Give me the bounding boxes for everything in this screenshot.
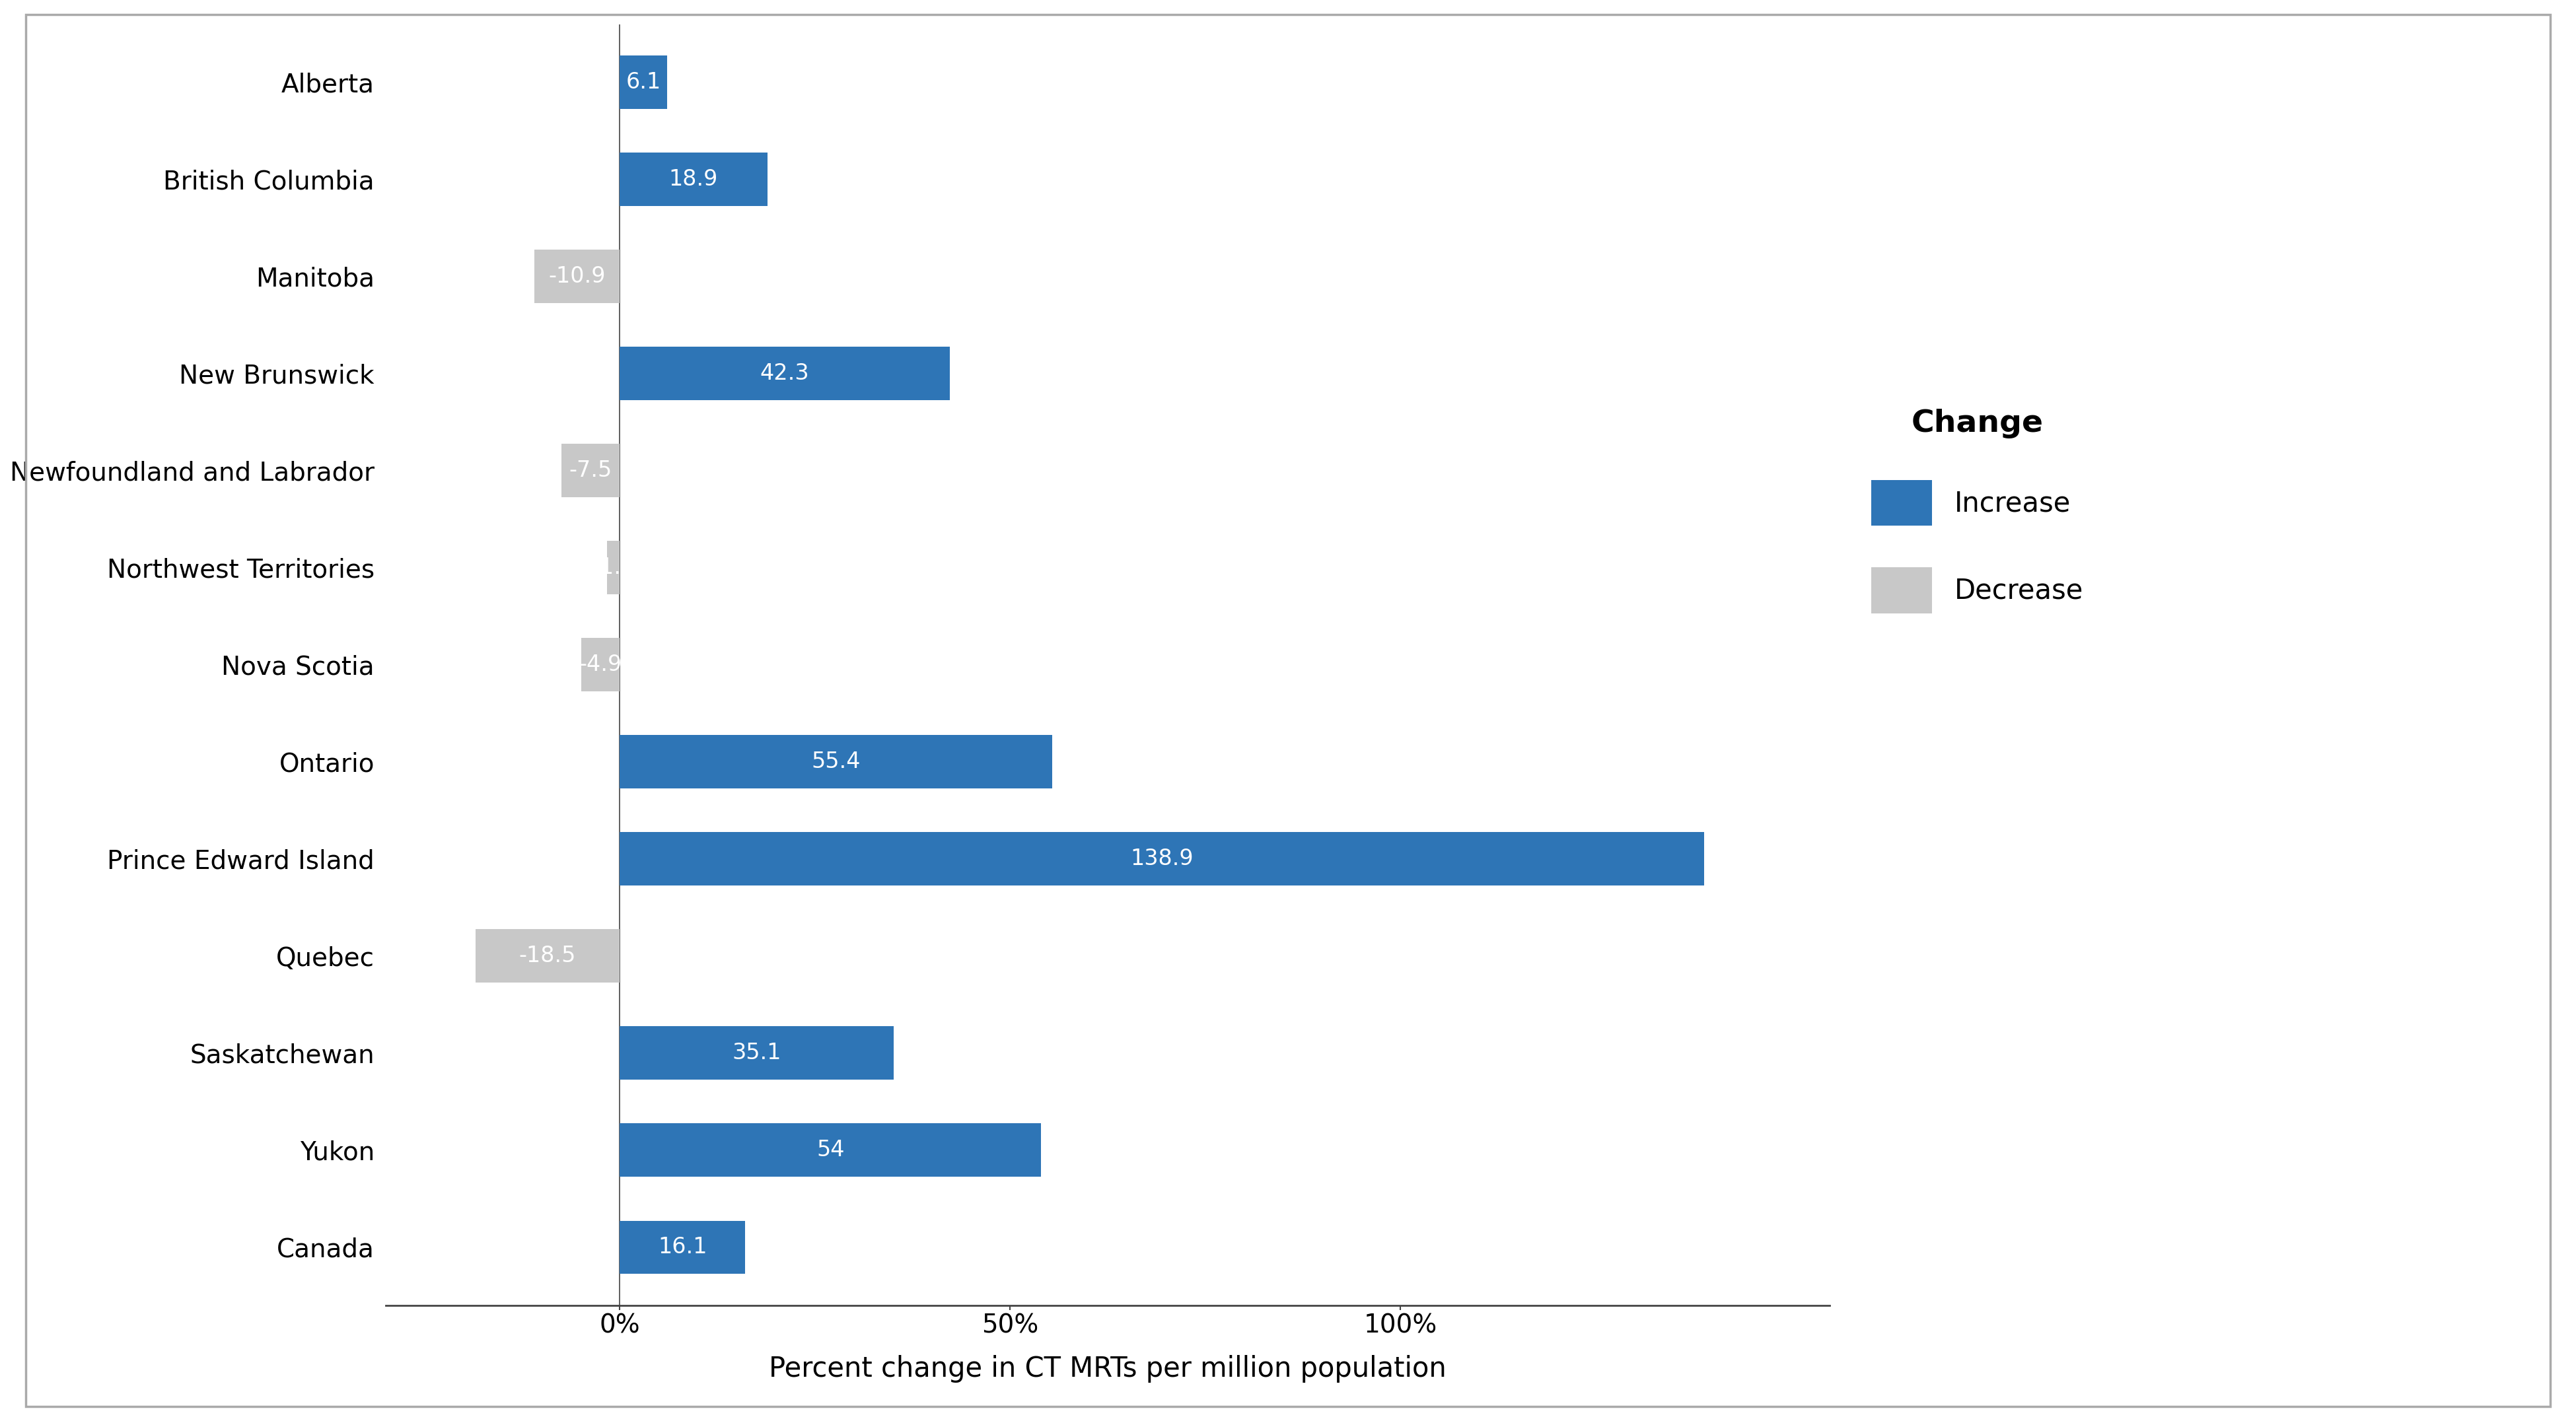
Legend: Increase, Decrease: Increase, Decrease xyxy=(1857,395,2097,627)
Bar xyxy=(608,541,621,594)
Text: -1.6: -1.6 xyxy=(592,557,636,578)
Text: -10.9: -10.9 xyxy=(549,266,605,287)
Text: 35.1: 35.1 xyxy=(732,1042,781,1064)
Bar xyxy=(621,1221,744,1275)
Text: -18.5: -18.5 xyxy=(518,945,577,966)
Bar xyxy=(621,735,1051,789)
Text: -7.5: -7.5 xyxy=(569,460,613,482)
Bar xyxy=(536,250,621,303)
Text: 16.1: 16.1 xyxy=(657,1236,708,1258)
Bar xyxy=(477,929,621,983)
Bar xyxy=(621,833,1703,885)
Text: -4.9: -4.9 xyxy=(580,654,623,676)
Bar xyxy=(621,1026,894,1080)
Bar xyxy=(621,152,768,206)
Bar xyxy=(621,55,667,109)
Bar xyxy=(562,443,621,497)
Text: 54: 54 xyxy=(817,1140,845,1161)
Text: 55.4: 55.4 xyxy=(811,752,860,773)
Bar xyxy=(621,1124,1041,1177)
X-axis label: Percent change in CT MRTs per million population: Percent change in CT MRTs per million po… xyxy=(768,1356,1445,1383)
Text: 138.9: 138.9 xyxy=(1131,848,1193,870)
Bar xyxy=(621,347,951,401)
Text: 6.1: 6.1 xyxy=(626,71,662,94)
Text: 42.3: 42.3 xyxy=(760,362,809,385)
Bar xyxy=(582,638,621,692)
Text: 18.9: 18.9 xyxy=(670,169,719,190)
